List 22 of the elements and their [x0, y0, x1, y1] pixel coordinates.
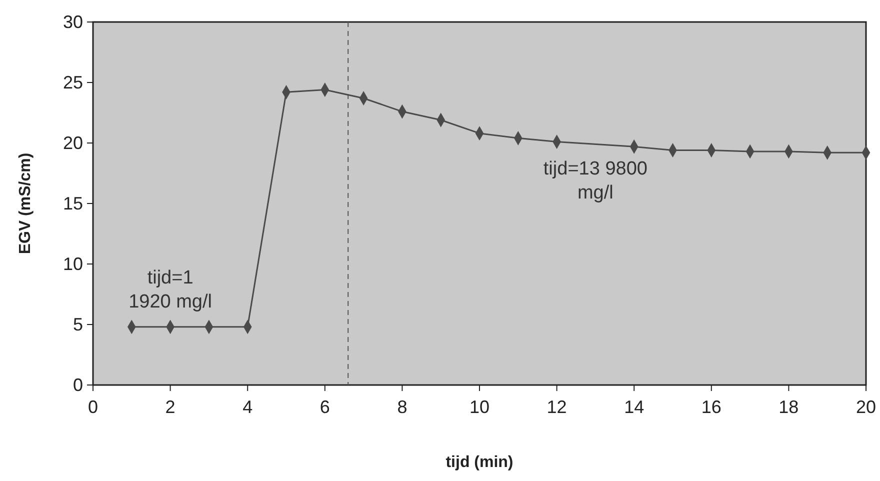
y-tick-label: 20	[62, 133, 83, 153]
x-tick-label: 18	[778, 397, 799, 417]
x-tick-label: 0	[88, 397, 98, 417]
x-tick-label: 2	[165, 397, 176, 417]
x-tick-label: 6	[320, 397, 330, 417]
y-tick-label: 0	[72, 375, 83, 395]
annotation: tijd=1 1920 mg/l	[128, 267, 212, 312]
x-tick-label: 4	[242, 397, 253, 417]
y-tick-label: 25	[62, 72, 83, 92]
y-tick-label: 10	[62, 254, 83, 274]
x-axis-title: tijd (min)	[446, 454, 514, 471]
y-tick-label: 5	[72, 314, 83, 334]
y-axis-title: EGV (mS/cm)	[17, 152, 34, 254]
x-tick-label: 12	[546, 397, 567, 417]
x-tick-label: 10	[469, 397, 490, 417]
x-tick-label: 16	[701, 397, 722, 417]
annotation: tijd=13 9800 mg/l	[543, 158, 648, 204]
x-tick-label: 14	[624, 397, 644, 417]
y-tick-label: 15	[62, 194, 83, 214]
x-tick-label: 20	[856, 397, 876, 417]
y-tick-label: 30	[62, 12, 83, 32]
x-tick-label: 8	[397, 397, 408, 417]
